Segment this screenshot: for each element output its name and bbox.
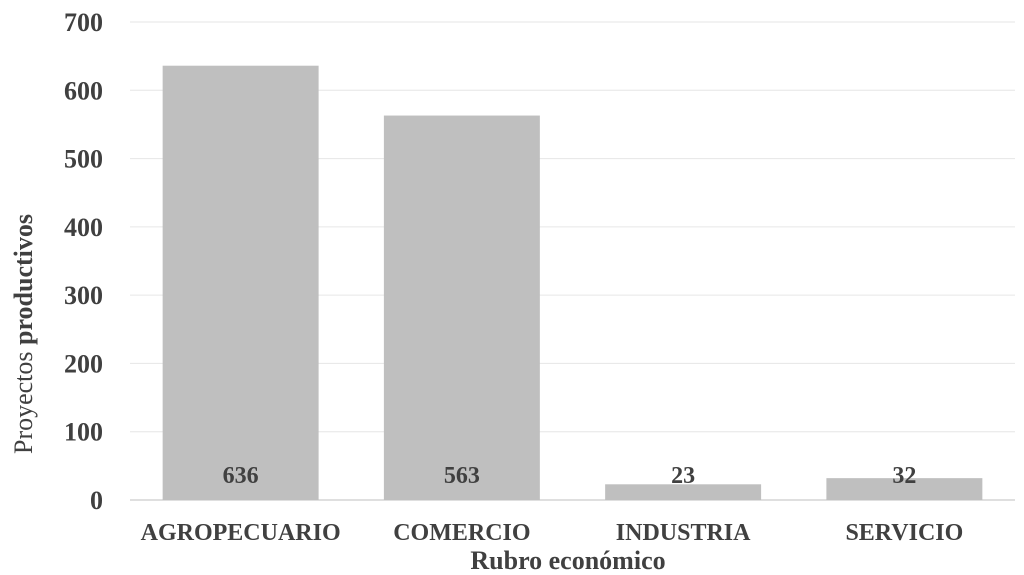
y-tick-label: 0 [90,486,103,515]
y-axis-title-part-2: productivos [9,214,38,345]
data-label: 636 [223,463,259,489]
y-tick-label: 200 [64,349,103,378]
data-label: 32 [892,463,916,489]
y-axis-title: Proyectos productivos [9,214,38,454]
y-tick-label: 600 [64,76,103,105]
category-label: AGROPECUARIO [141,520,341,546]
y-tick-labels: 0 100 200 300 400 500 600 700 [64,8,103,515]
y-tick-label: 500 [64,145,103,174]
y-tick-label: 700 [64,8,103,37]
data-label: 563 [444,463,480,489]
y-tick-label: 400 [64,213,103,242]
data-label: 23 [671,463,695,489]
data-labels: 636 563 23 32 [223,463,917,489]
category-label: INDUSTRIA [616,520,751,546]
y-tick-label: 100 [64,418,103,447]
y-tick-label: 300 [64,281,103,310]
x-axis-title: Rubro económico [470,546,665,575]
category-label: SERVICIO [845,520,963,546]
bars [162,65,983,501]
bar [162,65,319,501]
bar [605,484,762,500]
category-label: COMERCIO [393,520,530,546]
bar [383,115,540,501]
category-labels: AGROPECUARIO COMERCIO INDUSTRIA SERVICIO [141,520,964,546]
y-axis-title-part-1: Proyectos [9,345,38,454]
bar [826,478,983,500]
